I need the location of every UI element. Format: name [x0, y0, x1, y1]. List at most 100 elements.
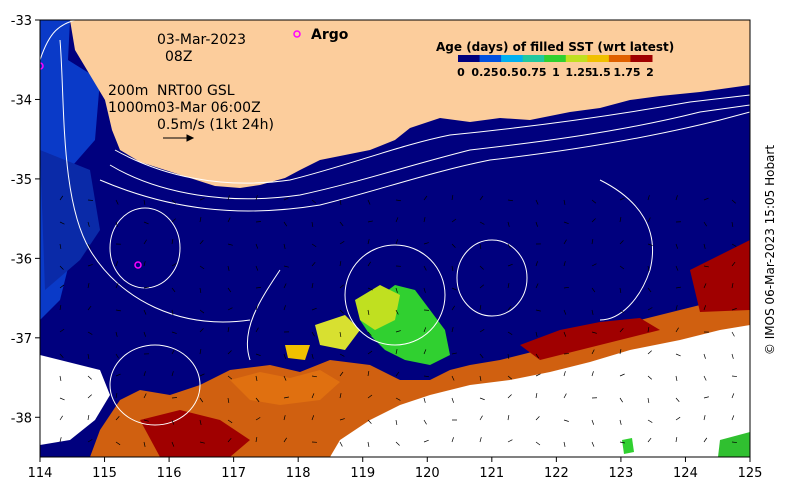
current-vector [87, 375, 92, 380]
current-vector [115, 393, 118, 399]
current-vector [87, 283, 90, 289]
nodata-south [330, 325, 750, 457]
current-vector [339, 221, 344, 227]
plot-frame [39, 19, 751, 458]
current-vector [479, 437, 482, 443]
current-vector [479, 265, 484, 270]
yellow-patch [355, 285, 400, 330]
current-vector [703, 437, 708, 443]
current-vector [59, 353, 64, 358]
contour-north-west [40, 20, 76, 61]
current-vector [647, 307, 653, 311]
eddy-5 [246, 269, 281, 361]
current-vector [171, 199, 176, 204]
current-vector [647, 195, 650, 201]
current-vector [675, 265, 679, 271]
current-vector [143, 441, 146, 447]
current-vector [591, 263, 597, 267]
current-vector [115, 309, 121, 312]
current-vector [227, 307, 233, 311]
current-vector [59, 243, 62, 249]
current-vector [143, 393, 147, 399]
current-vector [199, 349, 202, 355]
current-vector [199, 265, 205, 270]
argo-legend-label: Argo [311, 27, 349, 43]
current-vector [703, 197, 709, 201]
yellow-patch-2 [315, 315, 360, 350]
current-vector [423, 327, 427, 333]
current-vector [395, 371, 400, 377]
x-tick-label: 122 [544, 466, 569, 481]
current-vector [647, 350, 652, 355]
current-vector [283, 197, 289, 201]
current-vector [675, 195, 678, 201]
current-vector [87, 243, 91, 249]
current-vector [451, 218, 457, 223]
current-vector [675, 305, 678, 311]
current-vector [619, 240, 624, 245]
colorbar-segment [587, 55, 610, 62]
current-vector [255, 243, 259, 249]
current-vector [255, 265, 259, 271]
nodata-southwest [40, 355, 110, 445]
current-vector [451, 375, 455, 381]
current-vector [423, 265, 427, 271]
current-vector [731, 261, 736, 267]
current-vector [171, 309, 174, 315]
current-vector [423, 375, 429, 378]
current-vector [143, 419, 149, 422]
current-vector [283, 305, 286, 311]
current-scale-label: 0.5m/s (1kt 24h) [157, 117, 274, 133]
current-vector [367, 441, 370, 447]
colorbar-tick-label: 1 [552, 66, 560, 79]
y-tick-label: -36 [11, 252, 32, 267]
current-vector [591, 331, 597, 334]
current-vector [675, 416, 681, 421]
current-vector [619, 328, 624, 333]
eddy-3 [344, 244, 446, 346]
current-vector [731, 441, 738, 443]
current-vector [619, 397, 623, 403]
current-vector [283, 243, 286, 249]
current-vector [591, 419, 595, 425]
current-vector [423, 287, 426, 293]
contour-1000m [109, 104, 750, 200]
current-vector [171, 287, 176, 293]
current-vector [171, 349, 175, 355]
current-vector [87, 353, 90, 359]
current-vector [479, 329, 485, 333]
current-vector [507, 283, 510, 289]
current-vector [87, 394, 92, 399]
current-vector [227, 243, 233, 246]
colorbar-segment [522, 55, 545, 62]
current-vector [423, 397, 426, 403]
current-vector [339, 371, 344, 377]
current-vector [395, 419, 398, 425]
current-vector [227, 350, 232, 355]
warm-patch-dark [520, 318, 660, 360]
current-vector [59, 305, 62, 311]
current-vector [339, 241, 345, 245]
current-vector [703, 265, 709, 268]
y-axis-ticks: -33 -34 -35 -36 -37 -38 [11, 14, 40, 426]
current-vector [227, 437, 232, 443]
current-vector [731, 393, 735, 399]
current-vector [115, 221, 118, 227]
current-vector [507, 199, 513, 202]
current-vector [311, 283, 314, 289]
argo-float-2[interactable] [37, 62, 44, 70]
current-vector [423, 349, 427, 355]
argo-float-1[interactable] [134, 261, 142, 269]
colorbar-tick-label: 2 [646, 66, 654, 79]
current-vector [255, 287, 262, 289]
argo-legend-marker [293, 30, 301, 38]
current-vector [87, 221, 90, 227]
current-vector [591, 441, 595, 447]
current-vector [115, 199, 119, 205]
y-tick-label: -34 [11, 93, 32, 108]
current-vector [507, 263, 513, 267]
current-vector [507, 375, 513, 380]
x-tick-label: 118 [286, 466, 311, 481]
current-vector [199, 373, 205, 377]
current-vector [143, 261, 146, 267]
